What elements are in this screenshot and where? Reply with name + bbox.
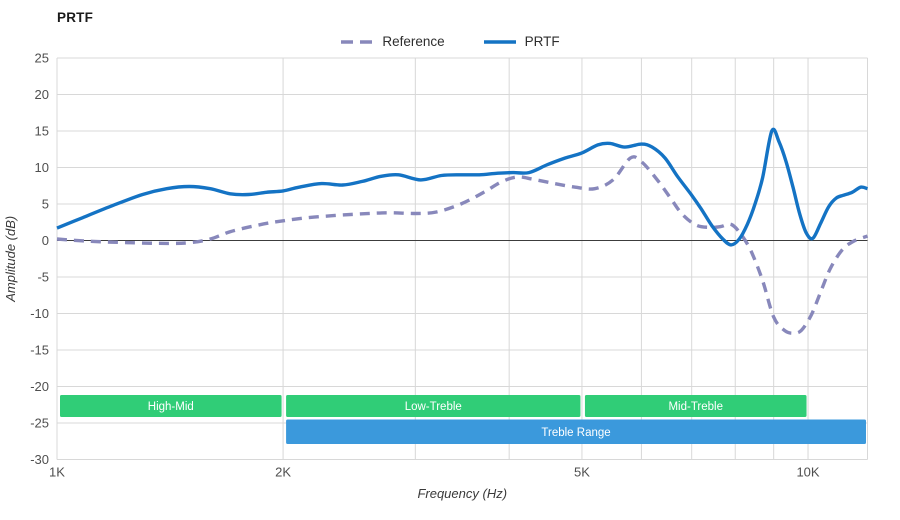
y-tick-label: 15: [35, 124, 49, 139]
y-tick-label: 0: [42, 233, 49, 248]
y-tick-label: -15: [30, 343, 49, 358]
y-tick-label: 25: [35, 51, 49, 66]
band-label: High-Mid: [148, 401, 194, 413]
y-tick-label: -20: [30, 379, 49, 394]
legend-label-prtf: PRTF: [524, 34, 560, 49]
y-tick-label: 10: [35, 160, 49, 175]
legend: Reference PRTF: [0, 34, 900, 49]
prtf-line-swatch: [483, 39, 516, 44]
legend-label-reference: Reference: [382, 34, 445, 49]
series-reference: [56, 155, 869, 335]
reference-dash-swatch: [341, 39, 374, 44]
band-label: Low-Treble: [405, 401, 462, 413]
y-tick-label: 20: [35, 87, 49, 102]
y-tick-label: -10: [30, 306, 49, 321]
y-tick-label: 5: [42, 197, 49, 212]
x-tick-label: 10K: [796, 465, 819, 480]
chart-title: PRTF: [57, 10, 94, 25]
band-low-treble: [286, 395, 581, 417]
legend-item-reference[interactable]: Reference: [340, 34, 445, 49]
x-tick-label: 2K: [275, 465, 291, 480]
x-tick-label: 5K: [574, 465, 590, 480]
legend-item-prtf[interactable]: PRTF: [483, 34, 560, 49]
y-tick-label: -25: [30, 416, 49, 431]
band-mid-treble: [584, 395, 807, 417]
band-treble-range: [286, 419, 866, 444]
y-axis-title: Amplitude (dB): [3, 216, 18, 303]
band-label: Treble Range: [541, 427, 610, 439]
x-axis-title: Frequency (Hz): [417, 486, 507, 501]
band-label: Mid-Treble: [668, 401, 723, 413]
y-tick-label: -30: [30, 452, 49, 467]
band-high-mid: [60, 395, 282, 417]
x-tick-label: 1K: [49, 465, 65, 480]
y-tick-label: -5: [37, 270, 49, 285]
series-prtf: [56, 127, 869, 247]
